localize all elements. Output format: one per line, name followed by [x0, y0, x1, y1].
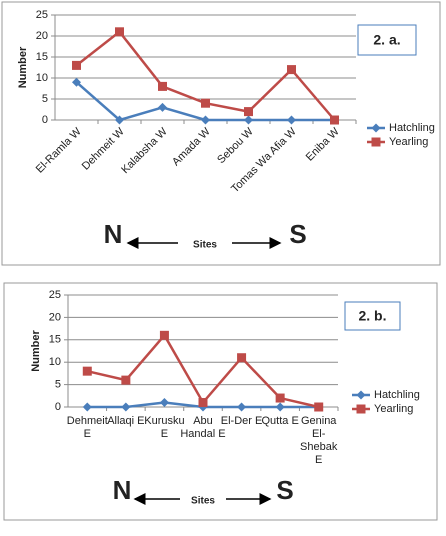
x-tick-label: El-Der E	[220, 415, 263, 427]
panel-label: 2. b.	[358, 308, 386, 324]
point	[158, 102, 167, 112]
y-axis-title: Number	[17, 46, 29, 88]
point	[201, 115, 210, 125]
point	[275, 393, 285, 403]
point	[115, 27, 124, 37]
y-tick-label: 0	[42, 114, 48, 126]
point	[287, 115, 296, 125]
panel-label-box	[357, 24, 417, 56]
point	[82, 402, 92, 412]
point	[82, 366, 92, 376]
point	[287, 65, 296, 75]
panel-border	[1, 1, 441, 266]
y-tick-label: 5	[55, 379, 61, 391]
y-tick-label: 5	[42, 93, 48, 105]
point	[198, 398, 208, 408]
direction-right: S	[289, 219, 306, 249]
panel-label-box	[344, 301, 401, 331]
point	[237, 353, 247, 363]
point	[275, 402, 285, 412]
point	[121, 402, 131, 412]
legend-marker	[371, 137, 381, 147]
point	[158, 81, 167, 91]
x-axis-title: Sites	[193, 240, 217, 251]
point	[115, 115, 124, 125]
point	[237, 402, 247, 412]
legend-label: Hatchling	[374, 389, 420, 401]
point	[330, 115, 339, 125]
y-tick-label: 20	[36, 30, 48, 42]
x-tick-label: Sebou W	[215, 125, 256, 166]
y-tick-label: 25	[49, 289, 61, 301]
point	[72, 60, 81, 70]
x-tick-label: Kalabsha W	[119, 125, 170, 176]
point	[159, 330, 169, 340]
panel-label: 2. a.	[373, 32, 400, 48]
x-tick-label: Genina El-Shebak E	[300, 415, 338, 466]
point	[159, 398, 169, 408]
x-tick-label: El-Ramla W	[34, 125, 84, 175]
y-axis-title: Number	[30, 330, 42, 372]
point	[72, 77, 81, 87]
x-tick-label: Dehmeit E	[66, 415, 108, 440]
x-tick-label: Eniba W	[304, 125, 342, 163]
y-tick-label: 10	[49, 356, 61, 368]
legend-marker	[356, 390, 366, 400]
y-tick-label: 15	[49, 334, 61, 346]
x-tick-label: Abu Handal E	[180, 415, 226, 440]
point	[314, 402, 324, 412]
point	[244, 115, 253, 125]
point	[121, 375, 131, 385]
legend-marker	[356, 404, 366, 414]
y-tick-label: 20	[49, 311, 61, 323]
x-axis-title: Sites	[191, 496, 215, 507]
panel-border	[3, 282, 438, 521]
y-tick-label: 25	[36, 9, 48, 21]
x-tick-label: Kurusku E	[144, 415, 185, 440]
y-tick-label: 15	[36, 51, 48, 63]
point	[244, 107, 253, 117]
direction-right: S	[276, 475, 293, 505]
legend-marker	[371, 123, 381, 133]
direction-left: N	[104, 219, 123, 249]
y-tick-label: 10	[36, 72, 48, 84]
x-tick-label: Allaqi E	[107, 415, 145, 427]
direction-left: N	[113, 475, 132, 505]
legend-label: Yearling	[389, 136, 428, 148]
y-tick-label: 0	[55, 401, 61, 413]
x-tick-label: Qutta E	[261, 415, 299, 427]
x-tick-label: Amada W	[170, 125, 213, 168]
legend-label: Yearling	[374, 403, 413, 415]
point	[201, 98, 210, 108]
legend-label: Hatchling	[389, 122, 435, 134]
